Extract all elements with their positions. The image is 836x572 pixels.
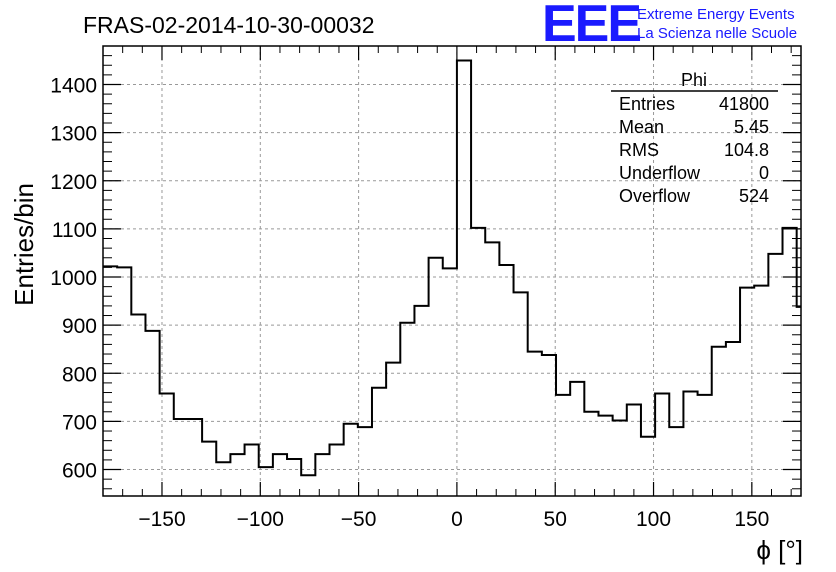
axis-ticks [103,45,801,496]
y-tick-label: 900 [62,315,97,338]
x-tick-label: 150 [734,508,769,531]
y-tick-label: 800 [62,363,97,386]
y-tick-label: 1100 [52,219,97,242]
y-tick-label: 700 [62,411,97,434]
stats-value: 524 [739,186,769,206]
eee-logo-mark: EEE [542,0,640,53]
plot-frame [102,45,802,497]
x-tick-label: −50 [341,508,377,531]
x-tick-label: 100 [636,508,671,531]
stats-box: Phi Entries 41800 Mean 5.45 RMS 104.8 Underflo… [611,70,778,206]
logo-line-1: Extreme Energy Events [637,6,795,23]
grid-lines [103,46,801,496]
y-tick-label: 600 [62,460,97,483]
eee-logo: EEE Extreme Energy Events La Scienza nel… [542,0,797,53]
logo-line-2: La Scienza nelle Scuole [637,25,797,42]
x-tick-label: 50 [544,508,567,531]
x-tick-label: 0 [451,508,463,531]
histogram-line [103,59,801,477]
stats-value: 41800 [719,94,769,114]
stats-label: Mean [619,117,664,137]
x-axis-title: ϕ [°] [756,535,803,565]
y-tick-label: 1000 [50,267,97,290]
stats-value: 104.8 [724,140,769,160]
chart-title: FRAS-02-2014-10-30-00032 [83,12,375,38]
y-axis-title: Entries/bin [9,183,39,306]
stats-label: RMS [619,140,659,160]
stats-title: Phi [681,70,707,90]
stats-value: 5.45 [734,117,769,137]
x-tick-label: −100 [237,508,284,531]
y-tick-labels: 600 700 800 900 1000 1100 1200 1300 1400 [50,75,97,483]
y-tick-label: 1300 [50,123,97,146]
x-tick-label: −150 [138,508,185,531]
stats-label: Entries [619,94,675,114]
stats-label: Underflow [619,163,701,183]
stats-value: 0 [759,163,769,183]
y-tick-label: 1200 [50,171,97,194]
x-tick-labels: −150 −100 −50 0 50 100 150 [138,508,769,531]
stats-rows: Entries 41800 Mean 5.45 RMS 104.8 Underflow 0 Ov… [619,94,769,206]
stats-label: Overflow [619,186,691,206]
y-tick-label: 1400 [50,75,97,98]
